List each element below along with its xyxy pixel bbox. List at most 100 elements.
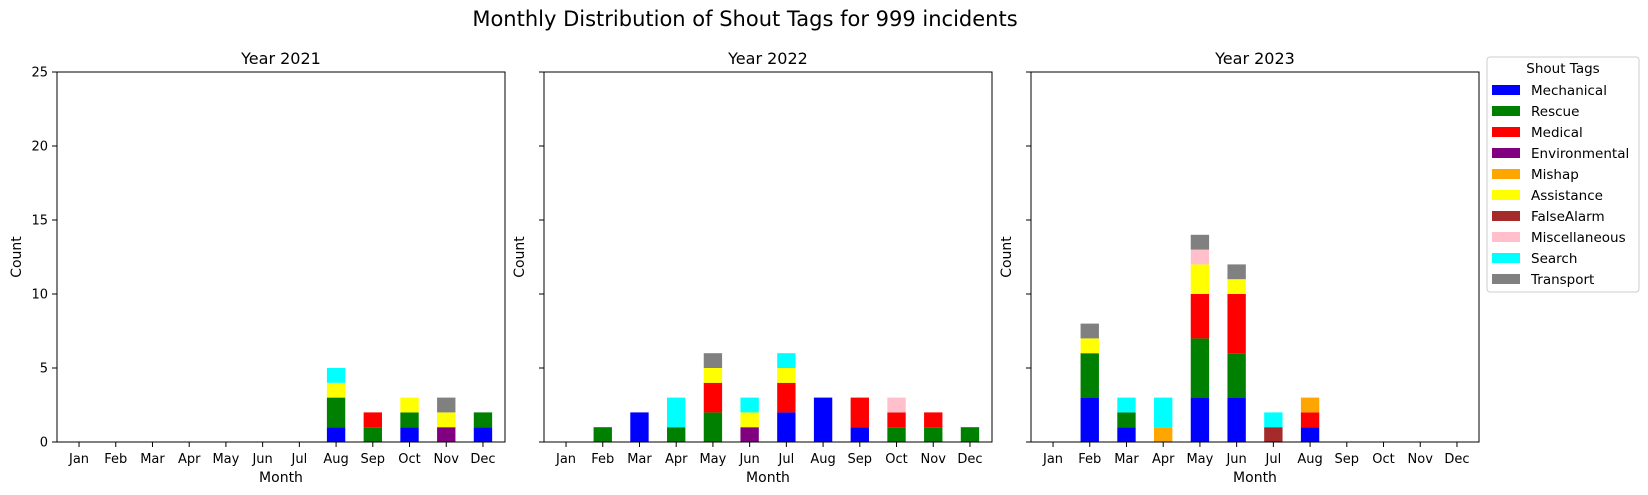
x-tick-label: Jan <box>1042 452 1063 467</box>
y-tick-label: 5 <box>40 362 48 377</box>
x-axis-label: Month <box>259 470 303 486</box>
figure-title: Monthly Distribution of Shout Tags for 9… <box>472 7 1017 31</box>
legend-label-transport: Transport <box>1530 272 1594 288</box>
x-tick-label: Mar <box>140 452 165 467</box>
legend-frame <box>1486 56 1640 293</box>
x-tick-label: Aug <box>810 452 835 467</box>
bar-segment-assistance-aug <box>326 382 346 398</box>
y-axis-label: Count <box>999 236 1015 278</box>
bar-segment-mishap-aug <box>1300 397 1320 413</box>
axes-frame <box>1030 71 1480 443</box>
x-tick-label: Jul <box>291 452 308 467</box>
chart-panel-3: Year 2023 Jan Feb Mar Apr May Jun Jul Aug Sep Oct N… <box>999 49 1480 486</box>
legend-swatch-miscellaneous <box>1492 232 1520 242</box>
chart-panel-1: Year 2021 0 5 10 15 20 25 Jan Feb Mar Apr May Jun Jul… <box>9 49 506 486</box>
x-tick-label: Dec <box>470 452 495 467</box>
bar-segment-transport-nov <box>437 397 456 413</box>
bar-segment-mechanical-may <box>1190 397 1210 442</box>
legend-label-rescue: Rescue <box>1531 104 1579 120</box>
bar-segment-assistance-feb <box>1080 338 1099 354</box>
bar-segment-search-jul <box>1264 412 1283 428</box>
x-tick-label: Apr <box>178 452 201 467</box>
legend-swatch-search <box>1492 253 1520 263</box>
x-tick-label: Sep <box>1335 452 1360 467</box>
x-axis-label: Month <box>1233 470 1277 486</box>
legend-swatch-mishap <box>1492 169 1520 179</box>
bar-segment-rescue-oct <box>887 427 906 442</box>
x-tick-label: Nov <box>1408 452 1434 467</box>
bar-segment-medical-sep <box>850 397 869 428</box>
bar-segment-assistance-may <box>1190 264 1210 294</box>
bar-segment-medical-oct <box>887 412 906 428</box>
x-tick-label: Apr <box>665 452 688 467</box>
bar-segment-mechanical-jun <box>1227 397 1246 442</box>
panel-title: Year 2021 <box>240 49 321 68</box>
bar-segment-transport-may <box>703 353 723 368</box>
bar-segment-search-apr <box>667 397 686 428</box>
x-tick-label: Dec <box>957 452 982 467</box>
x-tick-label: Aug <box>1297 452 1322 467</box>
bar-segment-transport-may <box>1190 234 1210 250</box>
bar-segment-mechanical-jul <box>777 412 796 442</box>
x-tick-label: Jun <box>251 452 272 467</box>
x-tick-label: Sep <box>361 452 386 467</box>
bar-segment-rescue-nov <box>924 427 943 442</box>
bar-segment-search-jul <box>777 353 796 368</box>
bar-segment-rescue-jun <box>1227 353 1246 398</box>
legend-swatch-mechanical <box>1492 85 1520 95</box>
bar-segment-search-apr <box>1154 397 1173 428</box>
bar-segment-mechanical-sep <box>850 427 869 442</box>
bar-segment-rescue-mar <box>1117 412 1136 428</box>
y-axis-label: Count <box>512 236 528 278</box>
bar-segment-miscellaneous-may <box>1190 249 1210 265</box>
bar-segment-assistance-oct <box>400 397 419 413</box>
x-tick-label: May <box>212 452 239 467</box>
x-tick-label: May <box>699 452 726 467</box>
bar-segment-transport-jun <box>1227 264 1246 280</box>
bar-segment-transport-feb <box>1080 323 1099 339</box>
bar-segment-mishap-apr <box>1154 427 1173 442</box>
bar-segment-medical-aug <box>1300 412 1320 428</box>
axes-frame <box>543 71 993 443</box>
bar-segment-assistance-jun <box>1227 279 1246 294</box>
bar-segment-environmental-nov <box>437 427 456 442</box>
bar-segment-mechanical-feb <box>1080 397 1099 442</box>
bar-segment-assistance-jun <box>740 412 759 428</box>
bar-segment-mechanical-oct <box>400 427 419 442</box>
legend-label-miscellaneous: Miscellaneous <box>1531 230 1626 246</box>
bar-segment-assistance-may <box>703 368 723 383</box>
x-tick-label: Nov <box>921 452 947 467</box>
bar-segment-rescue-feb <box>1080 353 1099 398</box>
x-tick-label: Mar <box>1114 452 1139 467</box>
x-tick-label: Oct <box>1372 452 1394 467</box>
x-tick-label: Jul <box>1265 452 1282 467</box>
legend-swatch-environmental <box>1492 148 1520 158</box>
legend-label-environmental: Environmental <box>1531 146 1629 162</box>
legend-swatch-rescue <box>1492 106 1520 116</box>
x-tick-label: Jan <box>68 452 89 467</box>
legend: Shout Tags Mechanical Rescue Medical Environ… <box>1486 56 1640 293</box>
legend-title: Shout Tags <box>1526 61 1599 77</box>
bar-segment-assistance-nov <box>437 412 456 428</box>
x-tick-label: Nov <box>434 452 460 467</box>
legend-label-search: Search <box>1531 251 1577 267</box>
x-tick-label: Dec <box>1444 452 1469 467</box>
x-tick-label: Mar <box>627 452 652 467</box>
bar-segment-search-jun <box>740 397 759 413</box>
legend-swatch-falsealarm <box>1492 211 1520 221</box>
x-tick-label: Oct <box>885 452 907 467</box>
x-tick-label: Jan <box>555 452 576 467</box>
x-tick-label: May <box>1186 452 1213 467</box>
x-tick-label: Feb <box>104 452 127 467</box>
chart-panels: Year 2021 0 5 10 15 20 25 Jan Feb Mar Apr May Jun Jul… <box>9 49 1480 486</box>
axes-frame <box>56 71 506 443</box>
chart-panel-2: Year 2022 Jan Feb Mar Apr May Jun Jul Aug Sep Oct N… <box>512 49 993 486</box>
bar-segment-search-mar <box>1117 397 1136 413</box>
legend-swatch-medical <box>1492 127 1520 137</box>
x-tick-label: Oct <box>398 452 420 467</box>
y-tick-label: 25 <box>31 66 48 81</box>
bar-segment-search-aug <box>326 368 346 383</box>
bar-segment-mechanical-mar <box>1117 427 1136 442</box>
legend-label-mishap: Mishap <box>1531 167 1579 183</box>
